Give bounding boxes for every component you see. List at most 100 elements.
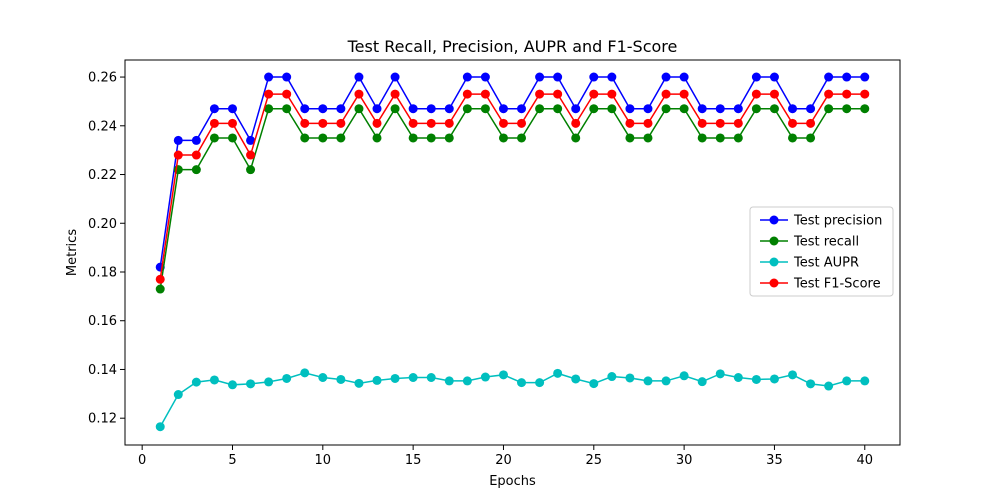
y-tick-label: 0.12 — [88, 412, 117, 427]
data-point-test-aupr — [264, 377, 274, 387]
data-point-test-f1-score — [607, 89, 617, 99]
x-axis: 0 5 10 15 20 25 30 35 40 — [138, 445, 873, 468]
data-point-test-aupr — [480, 372, 490, 382]
data-point-test-precision — [336, 104, 346, 114]
data-point-test-f1-score — [553, 89, 563, 99]
data-point-test-precision — [246, 135, 256, 145]
data-point-test-aupr — [318, 373, 328, 382]
data-point-test-precision — [209, 104, 219, 114]
data-point-test-recall — [824, 104, 834, 114]
data-point-test-aupr — [788, 370, 798, 380]
y-tick-label: 0.18 — [88, 265, 117, 280]
data-point-test-f1-score — [769, 89, 779, 99]
data-point-test-aupr — [300, 368, 310, 378]
data-point-test-f1-score — [751, 89, 761, 99]
data-point-test-precision — [535, 72, 545, 82]
data-point-test-recall — [553, 104, 563, 114]
data-point-test-f1-score — [824, 89, 834, 99]
data-point-test-precision — [264, 72, 274, 82]
data-point-test-precision — [842, 72, 852, 82]
data-point-test-recall — [191, 165, 201, 175]
data-point-test-aupr — [227, 380, 237, 390]
series-line-test-f1-score — [159, 92, 865, 280]
data-point-test-recall — [842, 104, 852, 114]
data-point-test-recall — [480, 104, 490, 114]
y-tick-label: 0.26 — [88, 71, 117, 86]
data-point-test-aupr — [354, 378, 364, 388]
data-point-test-aupr — [860, 376, 870, 386]
data-point-test-f1-score — [246, 150, 256, 160]
data-point-test-f1-score — [589, 89, 599, 99]
data-point-test-f1-score — [806, 118, 816, 128]
data-point-test-precision — [372, 104, 382, 114]
data-point-test-precision — [679, 72, 689, 82]
data-point-test-f1-score — [155, 274, 165, 284]
data-point-test-aupr — [824, 381, 834, 391]
data-point-test-aupr — [553, 368, 563, 378]
legend-label-test-f1-score: Test F1-Score — [793, 277, 881, 292]
data-point-test-aupr — [517, 378, 527, 388]
data-point-test-precision — [824, 72, 834, 82]
data-point-test-aupr — [661, 376, 671, 386]
data-point-test-aupr — [372, 375, 382, 385]
x-tick-label: 30 — [676, 453, 693, 468]
data-point-test-recall — [679, 104, 689, 114]
data-point-test-f1-score — [264, 89, 274, 99]
data-point-test-recall — [607, 104, 617, 114]
x-tick-label: 10 — [315, 453, 332, 468]
data-point-test-precision — [300, 104, 310, 114]
data-point-test-f1-score — [517, 118, 527, 128]
y-tick-label: 0.24 — [88, 119, 117, 134]
data-point-test-recall — [155, 284, 165, 294]
data-point-test-recall — [390, 104, 400, 114]
data-point-test-f1-score — [444, 118, 454, 128]
data-point-test-precision — [173, 135, 183, 145]
data-point-test-precision — [860, 72, 870, 82]
data-point-test-recall — [354, 104, 364, 114]
data-point-test-recall — [788, 133, 798, 143]
x-tick-label: 20 — [495, 453, 512, 468]
x-axis-label: Epochs — [489, 474, 536, 489]
data-point-test-recall — [318, 133, 328, 143]
data-point-test-aupr — [571, 374, 581, 384]
data-point-test-precision — [318, 104, 328, 114]
data-point-test-f1-score — [571, 118, 581, 128]
data-point-test-recall — [715, 133, 725, 143]
data-point-test-f1-score — [336, 118, 346, 128]
data-point-test-aupr — [426, 373, 436, 382]
data-point-test-precision — [751, 72, 761, 82]
data-point-test-f1-score — [354, 89, 364, 99]
data-point-test-precision — [444, 104, 454, 114]
data-point-test-aupr — [589, 379, 599, 389]
data-point-test-f1-score — [191, 150, 201, 160]
data-point-test-precision — [462, 72, 472, 82]
data-point-test-precision — [769, 72, 779, 82]
data-point-test-recall — [444, 133, 454, 143]
data-point-test-recall — [751, 104, 761, 114]
legend-marker-test-precision — [769, 215, 779, 225]
y-tick-label: 0.20 — [88, 217, 117, 232]
series-line-test-recall — [159, 107, 865, 290]
x-tick-label: 15 — [405, 453, 422, 468]
data-point-test-f1-score — [535, 89, 545, 99]
data-point-test-precision — [191, 135, 201, 145]
y-tick-label: 0.16 — [88, 314, 117, 329]
data-point-test-f1-score — [372, 118, 382, 128]
data-point-test-precision — [788, 104, 798, 114]
data-point-test-precision — [408, 104, 418, 114]
data-point-test-recall — [625, 133, 635, 143]
data-point-test-f1-score — [173, 150, 183, 160]
data-point-test-recall — [769, 104, 779, 114]
data-point-test-f1-score — [408, 118, 418, 128]
y-axis: 0.12 0.14 0.16 0.18 0.20 0.22 0.24 0.26 — [88, 71, 125, 427]
data-point-test-aupr — [679, 371, 689, 381]
data-point-test-recall — [589, 104, 599, 114]
data-point-test-precision — [354, 72, 364, 82]
data-point-test-f1-score — [697, 118, 707, 128]
data-point-test-recall — [697, 133, 707, 143]
data-point-test-f1-score — [788, 118, 798, 128]
data-point-test-precision — [607, 72, 617, 82]
data-point-test-f1-score — [842, 89, 852, 99]
data-point-test-precision — [498, 104, 508, 114]
